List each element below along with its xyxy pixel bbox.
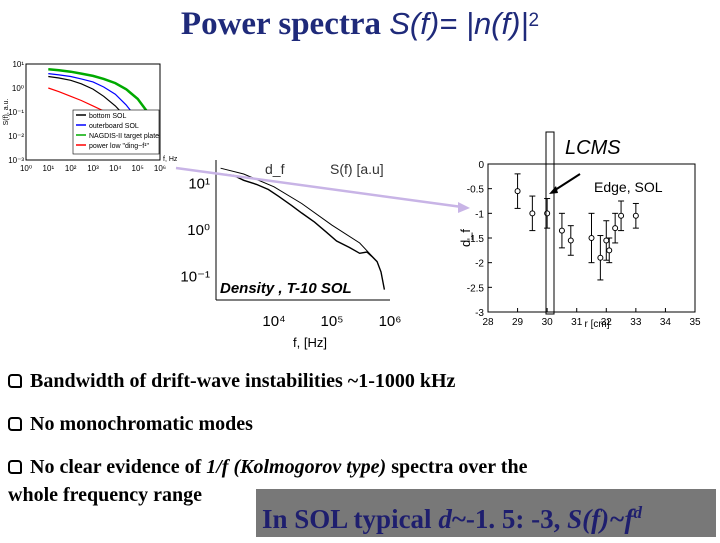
chart2-annotation: Density , T-10 SOL [220, 280, 352, 297]
title-exponent: 2 [528, 10, 540, 31]
connector-arrow-head [458, 202, 470, 213]
conclusion-sf: S(f)~f [567, 504, 634, 534]
chart3-data-point [588, 235, 595, 241]
chart1-y-tick-label: 10⁻³ [8, 156, 24, 165]
chart3-x-tick-label: 33 [630, 317, 642, 328]
chart3-x-tick-label: 29 [512, 317, 524, 328]
chart3-x-tick-label: 32 [601, 317, 613, 328]
chart3-y-tick-label: -2.5 [467, 283, 485, 294]
chart3-y-tick-label: 0 [478, 160, 484, 171]
chart1-legend-label: bottom SOL [89, 113, 126, 120]
chart1-x-tick-label: 10⁴ [109, 164, 122, 173]
chart3-data-point [514, 188, 521, 195]
chart1-x-tick-label: 10² [65, 164, 77, 173]
chart3-x-tick-label: 31 [571, 317, 583, 328]
chart-1-spectra-comparison: 10⁰ 10¹ 10² 10³ 10⁴ 10⁵ 10⁶ 10⁻³ 10⁻² 10⁻¹ 10⁰ 10¹ S… [3, 60, 178, 173]
chart2-x-tick-label: 10⁶ [379, 313, 402, 330]
chart1-x-tick-label: 10³ [87, 164, 99, 173]
chart1-y-tick-label: 10⁻² [8, 132, 24, 141]
chart3-y-tick-label: -2 [475, 259, 484, 270]
chart1-x-axis-label: f, Hz [163, 156, 178, 163]
bullet-1-text: Bandwidth of drift-wave instabilities ~1… [30, 370, 456, 392]
page-title: Power spectra S(f)= |n(f)|2 [0, 6, 720, 43]
chart2-y-tick-label: 10⁻¹ [180, 269, 210, 286]
chart1-legend-label: NAGDIS-II target plate [89, 133, 159, 140]
chart3-data-point [567, 237, 574, 244]
chart2-y-tick-label: 10¹ [188, 175, 210, 192]
chart3-lcms-arrow-head [549, 186, 558, 194]
figure-panel: 10⁰ 10¹ 10² 10³ 10⁴ 10⁵ 10⁶ 10⁻³ 10⁻² 10⁻¹ 10⁰ 10¹ S… [3, 60, 701, 350]
conclusion-d: d [438, 504, 452, 534]
conclusion-exp: d [633, 503, 642, 522]
chart1-legend-label: power low "ding~f¹" [89, 143, 150, 150]
title-formula: S(f)= |n(f)| [389, 6, 529, 41]
chart1-y-axis-label: S(f), a.u. [3, 99, 10, 126]
chart3-y-tick-label: -0.5 [467, 185, 485, 196]
chart1-y-tick-label: 10⁻¹ [8, 108, 24, 117]
bullet-checkbox-icon [8, 374, 22, 388]
chart3-data-point [597, 254, 604, 261]
connector-arrow [175, 166, 463, 209]
chart2-spectrum-line [220, 173, 386, 290]
chart1-x-tick-label: 10¹ [43, 164, 55, 173]
chart-3-df-radial-profile: 28 29 30 31 32 33 34 35 0 -0.5 -1 -1.5 -2 -2.5 -3 d_fr … [175, 131, 701, 330]
chart1-x-tick-label: 10⁰ [20, 164, 32, 173]
chart3-data-point [558, 227, 565, 234]
bullet-1: Bandwidth of drift-wave instabilities ~1… [8, 370, 455, 393]
chart3-region-label: Edge, SOL [594, 179, 663, 195]
chart3-y-tick-label: -1.5 [467, 234, 485, 245]
bullet-checkbox-icon [8, 417, 22, 431]
bullet-2-text: No monochromatic modes [30, 413, 253, 435]
chart2-spectrum-label: S(f) [a.u] [330, 161, 384, 177]
chart2-df-line [220, 167, 378, 262]
chart3-data-point [544, 210, 551, 217]
chart3-x-tick-label: 35 [689, 317, 701, 328]
chart3-data-point [632, 212, 639, 219]
chart1-legend-box [72, 109, 160, 155]
chart3-y-tick-label: -3 [475, 308, 484, 319]
chart1-x-tick-label: 10⁶ [154, 164, 166, 173]
chart3-data-point [618, 212, 625, 219]
conclusion-range: ~-1. 5: -3, [451, 504, 568, 534]
conclusion-prefix: In SOL typical [262, 504, 439, 534]
chart2-x-tick-label: 10⁵ [321, 313, 344, 330]
title-main: Power spectra [180, 6, 390, 42]
chart2-df-label: d_f [265, 161, 285, 177]
bullet-3-text-after: spectra over the [386, 456, 528, 478]
chart3-data-point [612, 225, 619, 232]
chart3-data-point [606, 247, 613, 254]
chart3-x-tick-label: 30 [542, 317, 554, 328]
chart1-x-tick-label: 10⁵ [132, 164, 144, 173]
chart3-data-point [603, 237, 610, 244]
conclusion-box: In SOL typical d~-1. 5: -3, S(f)~fd [256, 489, 716, 537]
bullet-3-text-before: No clear evidence of [30, 456, 207, 478]
chart1-y-tick-label: 10⁰ [12, 84, 24, 93]
chart3-data-point [529, 210, 536, 217]
chart1-series-line [48, 68, 150, 114]
chart2-y-tick-label: 10⁰ [187, 222, 210, 239]
chart2-x-tick-label: 10⁴ [262, 313, 285, 330]
chart3-lcms-label: LCMS [565, 137, 621, 159]
chart2-x-axis-label: f, [Hz] [293, 335, 327, 350]
chart1-legend-label: outerboard SOL [89, 123, 139, 130]
bullet-2: No monochromatic modes [8, 413, 253, 436]
chart3-x-tick-label: 28 [482, 317, 494, 328]
chart3-y-tick-label: -1 [475, 209, 484, 220]
bullet-3-line2: whole frequency range [8, 484, 203, 506]
chart3-x-tick-label: 34 [660, 317, 672, 328]
chart1-y-tick-label: 10¹ [12, 60, 24, 69]
bullet-3-text-italic: 1/f (Kolmogorov type) [206, 456, 387, 478]
chart-2-t10-density-spectrum: 10⁴ 10⁵ 10⁶ 10⁻¹ 10⁰ 10¹ f, [Hz] d_f S(f) [a.u] D… [180, 160, 401, 350]
bullet-3: No clear evidence of 1/f (Kolmogorov typ… [8, 456, 527, 479]
chart3-y-axis-label: d_f [458, 229, 473, 247]
chart3-lcms-marker [545, 131, 555, 315]
bullet-checkbox-icon [8, 460, 22, 474]
chart3-x-axis-label: r [cm] [585, 319, 610, 330]
